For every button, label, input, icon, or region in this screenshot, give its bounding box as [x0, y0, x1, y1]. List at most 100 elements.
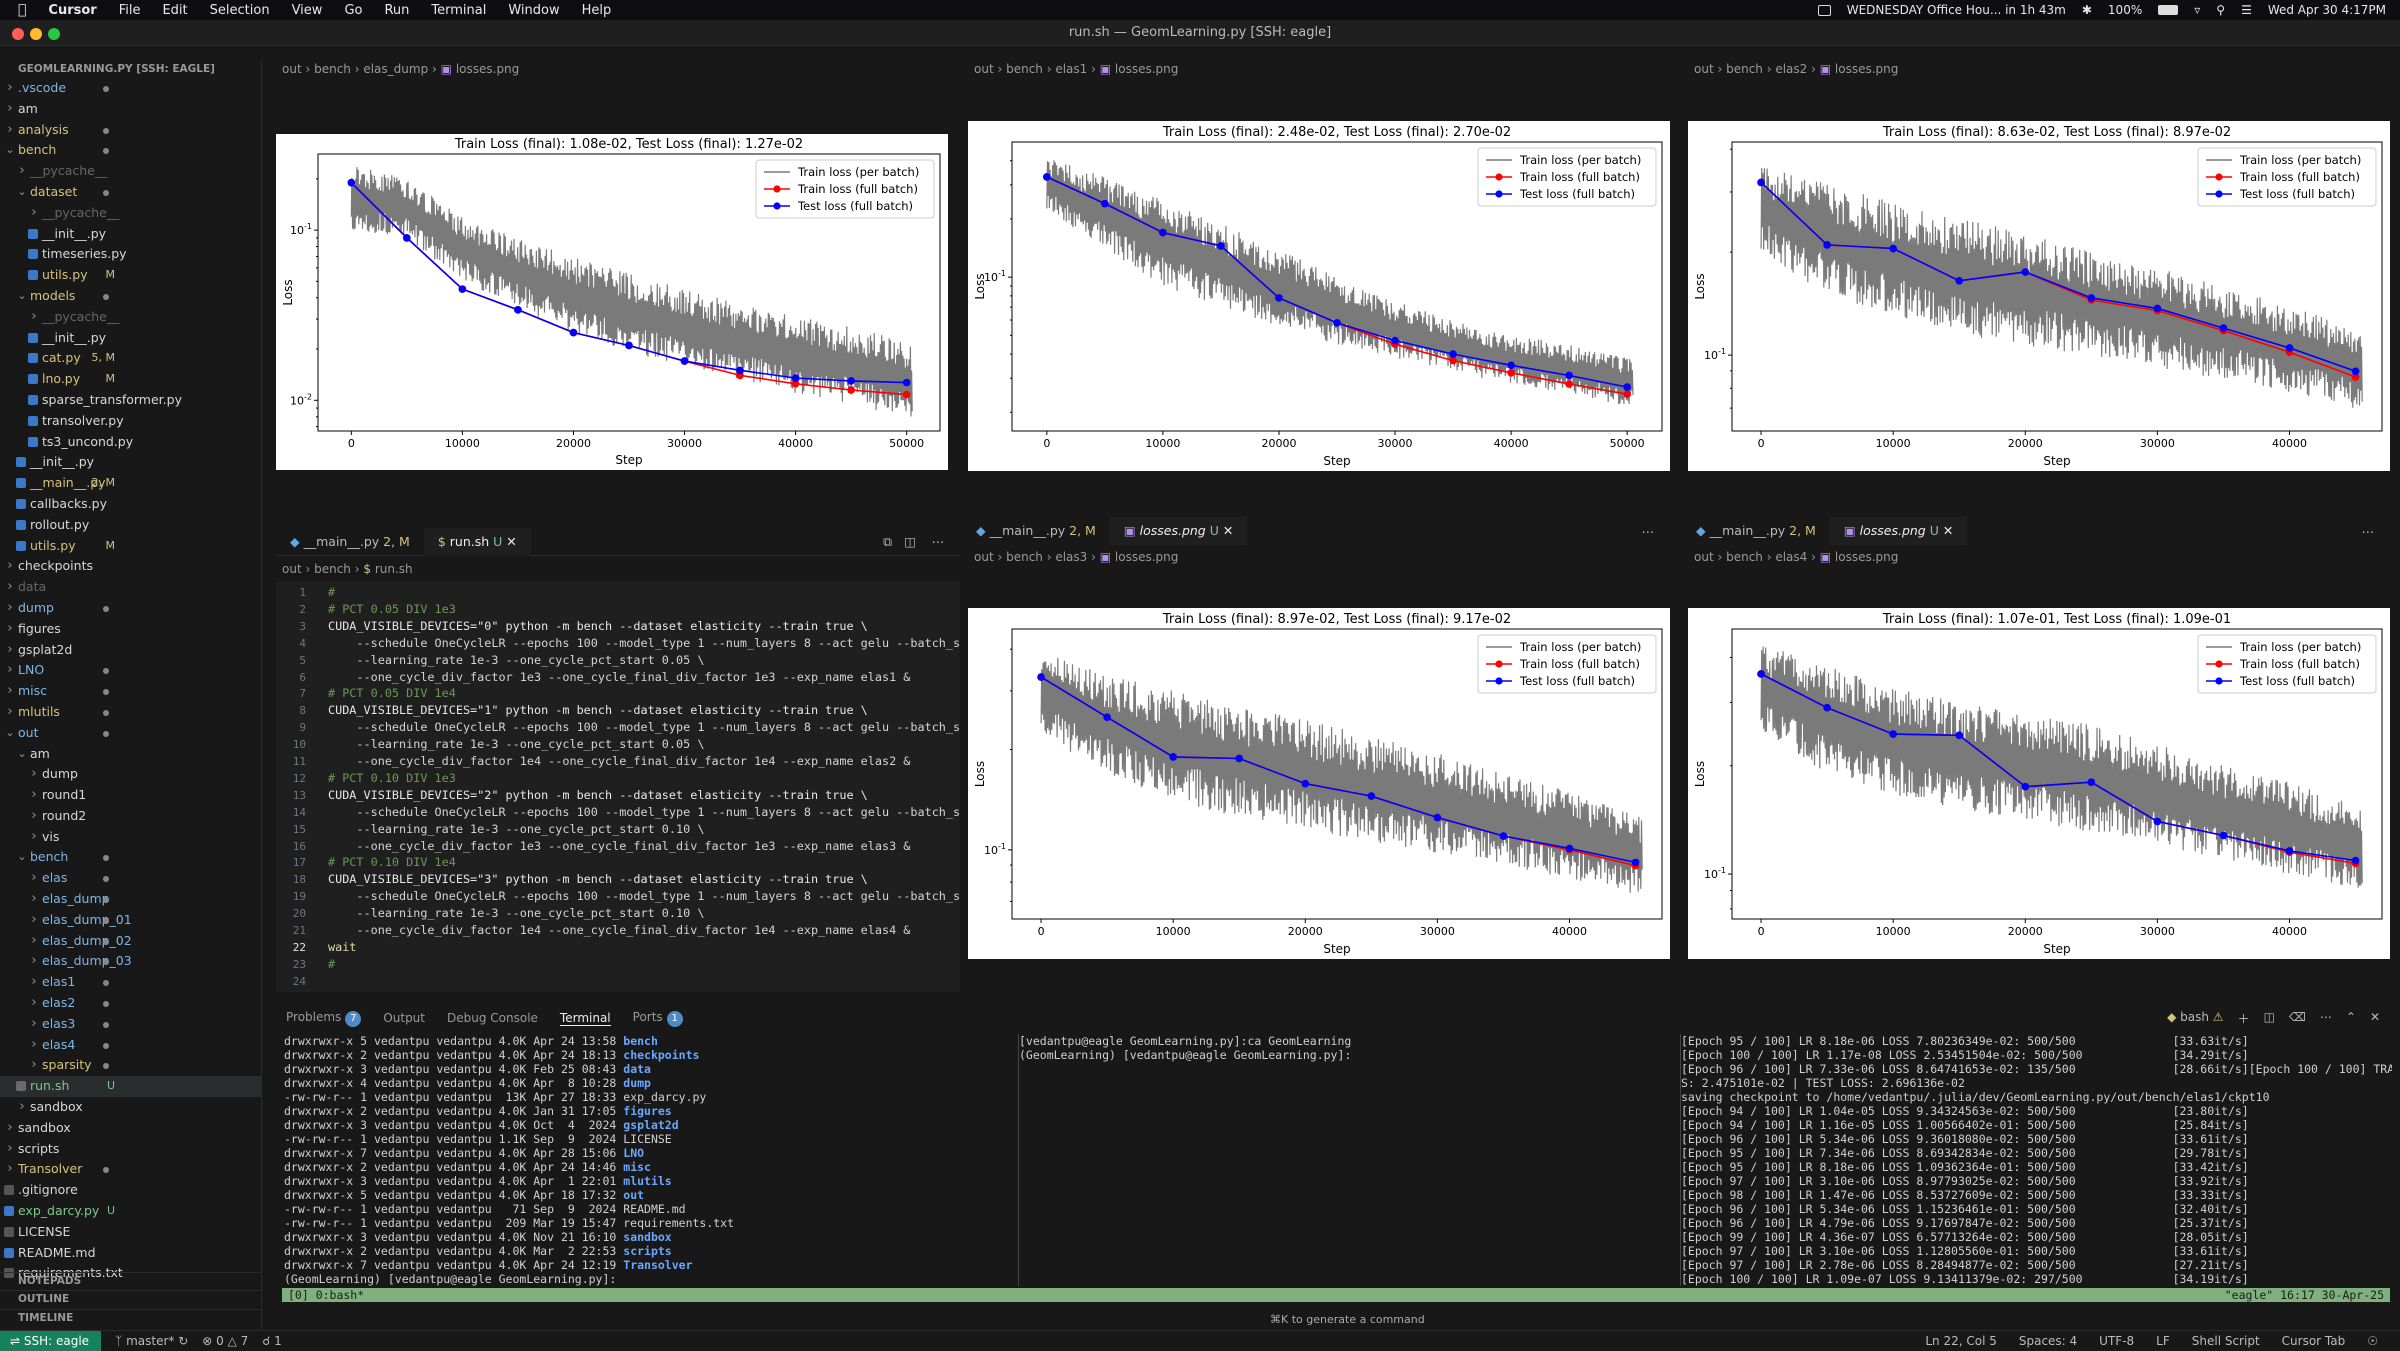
cursor-tab-indicator[interactable]: Cursor Tab: [2281, 1333, 2346, 1348]
minimize-window-button[interactable]: [30, 28, 42, 40]
tree-folder[interactable]: ⌄ am: [0, 744, 261, 765]
battery-percent[interactable]: 100%: [2107, 3, 2143, 17]
spotlight-icon[interactable]: ⚲: [2216, 3, 2226, 17]
trash-icon[interactable]: ⌫: [2288, 1009, 2306, 1024]
tab-run-sh[interactable]: $ run.sh U ✕: [423, 527, 531, 556]
indentation[interactable]: Spaces: 4: [2018, 1333, 2078, 1348]
tree-folder[interactable]: › elas_dump_01: [0, 910, 261, 931]
tree-file[interactable]: ts3_uncond.py: [0, 432, 261, 453]
more-actions-icon[interactable]: ⋯: [2361, 523, 2375, 539]
tree-folder[interactable]: ⌄ bench: [0, 140, 261, 161]
tree-folder[interactable]: › elas_dump_02: [0, 931, 261, 952]
breadcrumb[interactable]: out › bench › elas3 › ▣ losses.png: [974, 550, 1179, 564]
tree-folder[interactable]: › round2: [0, 806, 261, 827]
tree-file[interactable]: timeseries.py: [0, 244, 261, 265]
breadcrumb[interactable]: out › bench › elas2 › ▣ losses.png: [1694, 62, 1899, 76]
tree-file[interactable]: sparse_transformer.py: [0, 390, 261, 411]
tab-problems[interactable]: Problems 7: [286, 1010, 362, 1027]
tree-file[interactable]: __init__.py: [0, 224, 261, 245]
tree-folder[interactable]: › mlutils: [0, 702, 261, 723]
tree-folder[interactable]: › elas: [0, 868, 261, 889]
explorer-header[interactable]: GEOMLEARNING.PY [SSH: EAGLE]: [18, 63, 215, 75]
breadcrumb[interactable]: out › bench › $ run.sh: [282, 562, 413, 576]
problems-indicator[interactable]: ⊗ 0 △ 7: [202, 1333, 249, 1348]
tree-folder[interactable]: › misc: [0, 681, 261, 702]
code-line[interactable]: 9 --schedule OneCycleLR --epochs 100 --m…: [276, 719, 960, 736]
tree-folder[interactable]: › vis: [0, 827, 261, 848]
tree-folder[interactable]: › dump: [0, 764, 261, 785]
code-line[interactable]: 1 #: [276, 584, 960, 601]
code-line[interactable]: 24: [276, 973, 960, 990]
tree-file[interactable]: utils.py M: [0, 536, 261, 557]
code-line[interactable]: 14 --schedule OneCycleLR --epochs 100 --…: [276, 804, 960, 821]
code-line[interactable]: 17 # PCT 0.10 DIV 1e4: [276, 854, 960, 871]
menu-window[interactable]: Window: [499, 2, 559, 18]
menu-file[interactable]: File: [110, 2, 141, 18]
code-line[interactable]: 3 CUDA_VISIBLE_DEVICES="0" python -m benc…: [276, 618, 960, 635]
tree-file[interactable]: rollout.py: [0, 515, 261, 536]
tree-folder[interactable]: › __pycache__: [0, 203, 261, 224]
tree-folder[interactable]: ⌄ models: [0, 286, 261, 307]
tree-folder[interactable]: › sandbox: [0, 1118, 261, 1139]
tree-folder[interactable]: › elas1: [0, 972, 261, 993]
close-tab-icon[interactable]: ✕: [1222, 523, 1234, 538]
more-actions-icon[interactable]: ⋯: [2319, 1009, 2332, 1024]
compare-icon[interactable]: ⧉: [883, 533, 892, 549]
terminal-shell-label[interactable]: ◆ bash ⚠: [2167, 1009, 2224, 1024]
terminal-pane-middle[interactable]: [vedantpu@eagle GeomLearning.py]:ca Geom…: [1018, 1034, 1678, 1286]
breadcrumb[interactable]: out › bench › elas1 › ▣ losses.png: [974, 62, 1179, 76]
tree-folder[interactable]: › Transolver: [0, 1159, 261, 1180]
close-panel-icon[interactable]: ✕: [2369, 1009, 2380, 1024]
menu-run[interactable]: Run: [376, 2, 409, 18]
new-terminal-icon[interactable]: ＋: [2237, 1011, 2250, 1026]
apple-icon[interactable]: : [18, 2, 26, 18]
code-line[interactable]: 10 --learning_rate 1e-3 --one_cycle_pct_…: [276, 736, 960, 753]
code-editor[interactable]: 1 #2 # PCT 0.05 DIV 1e3 3 CUDA_VISIBLE_DEVIC…: [276, 582, 960, 992]
timeline-section[interactable]: TIMELINE: [0, 1309, 262, 1325]
notepads-section[interactable]: NOTEPADS: [0, 1272, 262, 1288]
code-line[interactable]: 8 CUDA_VISIBLE_DEVICES="1" python -m benc…: [276, 702, 960, 719]
menu-edit[interactable]: Edit: [154, 2, 187, 18]
terminal-pane-right[interactable]: [Epoch 95 / 100] LR 8.18e-06 LOSS 7.8023…: [1680, 1034, 2392, 1286]
tree-file[interactable]: LICENSE: [0, 1222, 261, 1243]
code-line[interactable]: 23 #: [276, 956, 960, 973]
code-line[interactable]: 11 --one_cycle_div_factor 1e4 --one_cycl…: [276, 753, 960, 770]
calendar-icon[interactable]: [1817, 4, 1831, 16]
outline-section[interactable]: OUTLINE: [0, 1290, 262, 1306]
tree-folder[interactable]: › gsplat2d: [0, 640, 261, 661]
close-tab-icon[interactable]: ✕: [1942, 523, 1954, 538]
close-window-button[interactable]: [12, 28, 24, 40]
code-line[interactable]: 6 --one_cycle_div_factor 1e3 --one_cycle…: [276, 669, 960, 686]
tree-file[interactable]: README.md: [0, 1243, 261, 1264]
code-line[interactable]: 12 # PCT 0.10 DIV 1e3: [276, 770, 960, 787]
tree-folder[interactable]: › dump: [0, 598, 261, 619]
tree-file[interactable]: __main__.py 2, M: [0, 473, 261, 494]
git-branch[interactable]: ᛉ master* ↻: [115, 1333, 189, 1348]
tab-output[interactable]: Output: [383, 1011, 425, 1025]
code-line[interactable]: 19 --schedule OneCycleLR --epochs 100 --…: [276, 888, 960, 905]
tab-main-py[interactable]: ◆ __main__.py 2, M: [1696, 523, 1816, 538]
tree-folder[interactable]: › elas2: [0, 993, 261, 1014]
tree-folder[interactable]: › __pycache__: [0, 161, 261, 182]
tree-folder[interactable]: › elas3: [0, 1014, 261, 1035]
tab-main-py[interactable]: ◆ __main__.py 2, M: [290, 533, 410, 549]
menubar-clock[interactable]: Wed Apr 30 4:17PM: [2267, 3, 2386, 17]
code-line[interactable]: 13 CUDA_VISIBLE_DEVICES="2" python -m ben…: [276, 787, 960, 804]
ports-indicator[interactable]: ☌ 1: [262, 1333, 282, 1348]
tree-folder[interactable]: › .vscode: [0, 78, 261, 99]
code-line[interactable]: 22 wait: [276, 939, 960, 956]
tree-folder[interactable]: › figures: [0, 619, 261, 640]
code-line[interactable]: 7 # PCT 0.05 DIV 1e4: [276, 685, 960, 702]
breadcrumb[interactable]: out › bench › elas4 › ▣ losses.png: [1694, 550, 1899, 564]
wifi-icon[interactable]: ▿: [2194, 3, 2201, 17]
code-line[interactable]: 18 CUDA_VISIBLE_DEVICES="3" python -m ben…: [276, 871, 960, 888]
tree-file[interactable]: __init__.py: [0, 328, 261, 349]
tree-file[interactable]: exp_darcy.py U: [0, 1201, 261, 1222]
tree-folder[interactable]: › sparsity: [0, 1055, 261, 1076]
code-line[interactable]: 2 # PCT 0.05 DIV 1e3: [276, 601, 960, 618]
menu-help[interactable]: Help: [573, 2, 612, 18]
tree-folder[interactable]: › data: [0, 577, 261, 598]
code-line[interactable]: 20 --learning_rate 1e-3 --one_cycle_pct_…: [276, 905, 960, 922]
tree-folder[interactable]: › round1: [0, 785, 261, 806]
breadcrumb[interactable]: out › bench › elas_dump › ▣ losses.png: [282, 62, 520, 76]
